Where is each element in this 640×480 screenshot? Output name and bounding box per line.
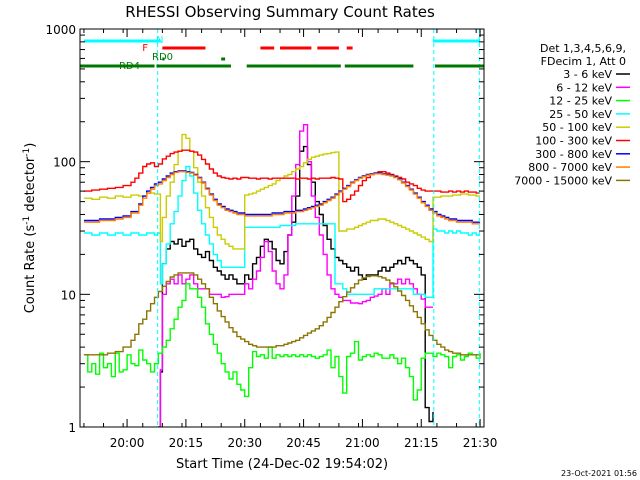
series-line-8 [83, 272, 481, 356]
axes-layer: 20:00 20:15 20:30 20:45 21:00 21:15 21:30 1 10 10… [45, 23, 497, 450]
x-tick-label: 21:15 [404, 436, 439, 450]
y-axis-label: Count Rate (s-1 detector-1) [22, 143, 38, 314]
footer-timestamp: 23-Oct-2021 01:56 [561, 469, 637, 478]
x-axis-label: Start Time (24-Dec-02 19:54:02) [176, 457, 388, 472]
markers-layer: NF RD0 RD4 [80, 29, 484, 427]
x-tick-label: 21:30 [463, 436, 498, 450]
legend-label: 12 - 25 keV [549, 95, 612, 108]
legend-header: Det 1,3,4,5,6,9, [540, 42, 626, 55]
flare-label: F [142, 43, 148, 54]
series-line-1 [158, 124, 433, 427]
legend-label: 100 - 300 keV [535, 135, 612, 148]
legend-label: 50 - 100 keV [542, 121, 612, 134]
x-tick-label: 21:00 [345, 436, 380, 450]
y-axis-label-sup: -1 [22, 148, 32, 157]
series-line-0 [158, 145, 434, 427]
series-line-7 [83, 171, 481, 225]
y-axis-label-sup: -1 [22, 216, 32, 225]
plot-frame [79, 28, 485, 428]
legend-label: 800 - 7000 keV [528, 161, 612, 174]
legend-label: 25 - 50 keV [549, 108, 612, 121]
series-line-2 [83, 283, 481, 401]
legend-header: FDecim 1, Att 0 [541, 55, 626, 68]
y-tick-label: 1000 [45, 23, 76, 37]
legend-label: 3 - 6 keV [563, 68, 612, 81]
y-tick-label: 1 [68, 421, 76, 435]
y-tick-label: 10 [61, 288, 76, 302]
night-label: N [156, 35, 163, 46]
y-axis-label-part: ) [23, 143, 38, 148]
rd4-label: RD4 [119, 61, 140, 72]
legend: Det 1,3,4,5,6,9,FDecim 1, Att 03 - 6 keV… [514, 42, 630, 187]
x-tick-label: 20:00 [110, 436, 145, 450]
y-tick-label: 100 [53, 156, 76, 170]
series-line-3 [83, 165, 481, 298]
x-tick-label: 20:30 [227, 436, 262, 450]
legend-label: 7000 - 15000 keV [514, 174, 612, 187]
legend-label: 300 - 800 keV [535, 148, 612, 161]
series-line-5 [83, 149, 481, 203]
x-tick-label: 20:45 [286, 436, 321, 450]
series-line-4 [83, 133, 481, 250]
legend-label: 6 - 12 keV [556, 81, 612, 94]
series-layer [83, 124, 481, 427]
rd0-label: RD0 [152, 52, 173, 63]
x-tick-label: 20:15 [169, 436, 204, 450]
chart-title: RHESSI Observing Summary Count Rates [125, 3, 435, 21]
y-axis-label-part: detector [23, 156, 38, 216]
y-axis-label-part: Count Rate (s [23, 225, 38, 314]
